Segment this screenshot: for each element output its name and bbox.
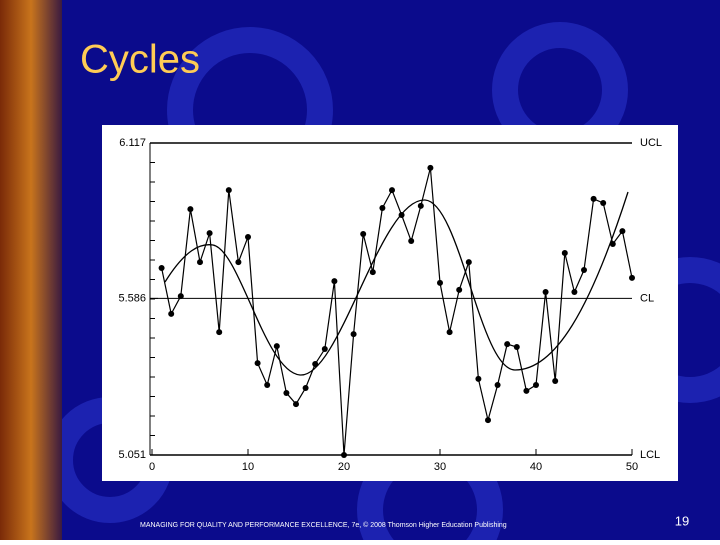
x-tick-label: 30 xyxy=(434,461,446,473)
data-point xyxy=(389,187,395,194)
data-point xyxy=(609,240,616,247)
data-point xyxy=(158,264,165,271)
y-tick-label: 5.051 xyxy=(118,449,146,461)
data-point xyxy=(225,187,232,194)
data-point xyxy=(321,346,328,353)
side-strip xyxy=(0,0,62,540)
data-point xyxy=(216,329,223,336)
x-tick-label: 50 xyxy=(626,461,638,473)
data-point xyxy=(245,233,251,240)
control-limit-label: LCL xyxy=(640,449,660,461)
data-point xyxy=(417,202,424,209)
data-point xyxy=(600,200,607,206)
data-point xyxy=(475,375,482,382)
data-point xyxy=(341,452,347,458)
x-tick-label: 10 xyxy=(242,461,254,473)
x-tick-label: 20 xyxy=(338,461,350,473)
data-point xyxy=(590,195,597,202)
data-point xyxy=(571,288,578,295)
data-point xyxy=(273,343,280,350)
data-point xyxy=(619,228,626,235)
data-point xyxy=(427,164,434,171)
slide-title: Cycles xyxy=(80,38,200,82)
data-line xyxy=(161,167,633,456)
data-point xyxy=(542,288,549,295)
data-point xyxy=(302,384,309,391)
data-point xyxy=(561,250,568,257)
data-point xyxy=(312,360,319,367)
x-tick-label: 40 xyxy=(530,461,542,473)
data-point xyxy=(485,417,491,424)
data-point xyxy=(398,212,405,218)
data-point xyxy=(197,259,203,266)
page-number: 19 xyxy=(675,513,689,528)
data-point xyxy=(254,360,261,367)
data-point xyxy=(379,204,386,211)
data-point xyxy=(283,389,290,396)
data-point xyxy=(437,279,443,286)
data-point xyxy=(206,230,213,237)
data-point xyxy=(408,238,415,245)
data-point xyxy=(264,382,271,389)
data-point xyxy=(494,382,501,389)
control-limit-label: UCL xyxy=(640,137,662,149)
y-tick-label: 5.586 xyxy=(118,292,146,304)
control-limit-label: CL xyxy=(640,292,654,304)
data-point xyxy=(552,377,559,384)
data-point xyxy=(629,274,635,281)
x-tick-label: 0 xyxy=(149,461,155,473)
data-point xyxy=(504,341,511,348)
chart-panel xyxy=(102,125,678,481)
cycle-trend-curve xyxy=(164,191,629,376)
data-point xyxy=(187,206,194,213)
data-point xyxy=(369,269,376,276)
data-point xyxy=(446,329,453,336)
data-point xyxy=(331,278,338,285)
data-point xyxy=(523,387,530,394)
data-point xyxy=(293,401,299,408)
data-point xyxy=(350,331,357,338)
data-point xyxy=(235,259,242,266)
y-tick-label: 6.117 xyxy=(119,137,146,149)
plot: 5.051 5.586 6.117 0 10 20 30 40 50 UCL CL LCL xyxy=(118,137,662,473)
data-point xyxy=(360,231,367,238)
footer: MANAGING FOR QUALITY AND PERFORMANCE EXC… xyxy=(140,521,507,529)
data-point xyxy=(533,382,539,389)
data-point xyxy=(581,267,587,274)
data-point xyxy=(465,259,472,266)
data-point xyxy=(168,310,175,317)
data-point xyxy=(513,344,520,350)
data-point xyxy=(456,286,463,293)
data-point xyxy=(177,293,184,300)
